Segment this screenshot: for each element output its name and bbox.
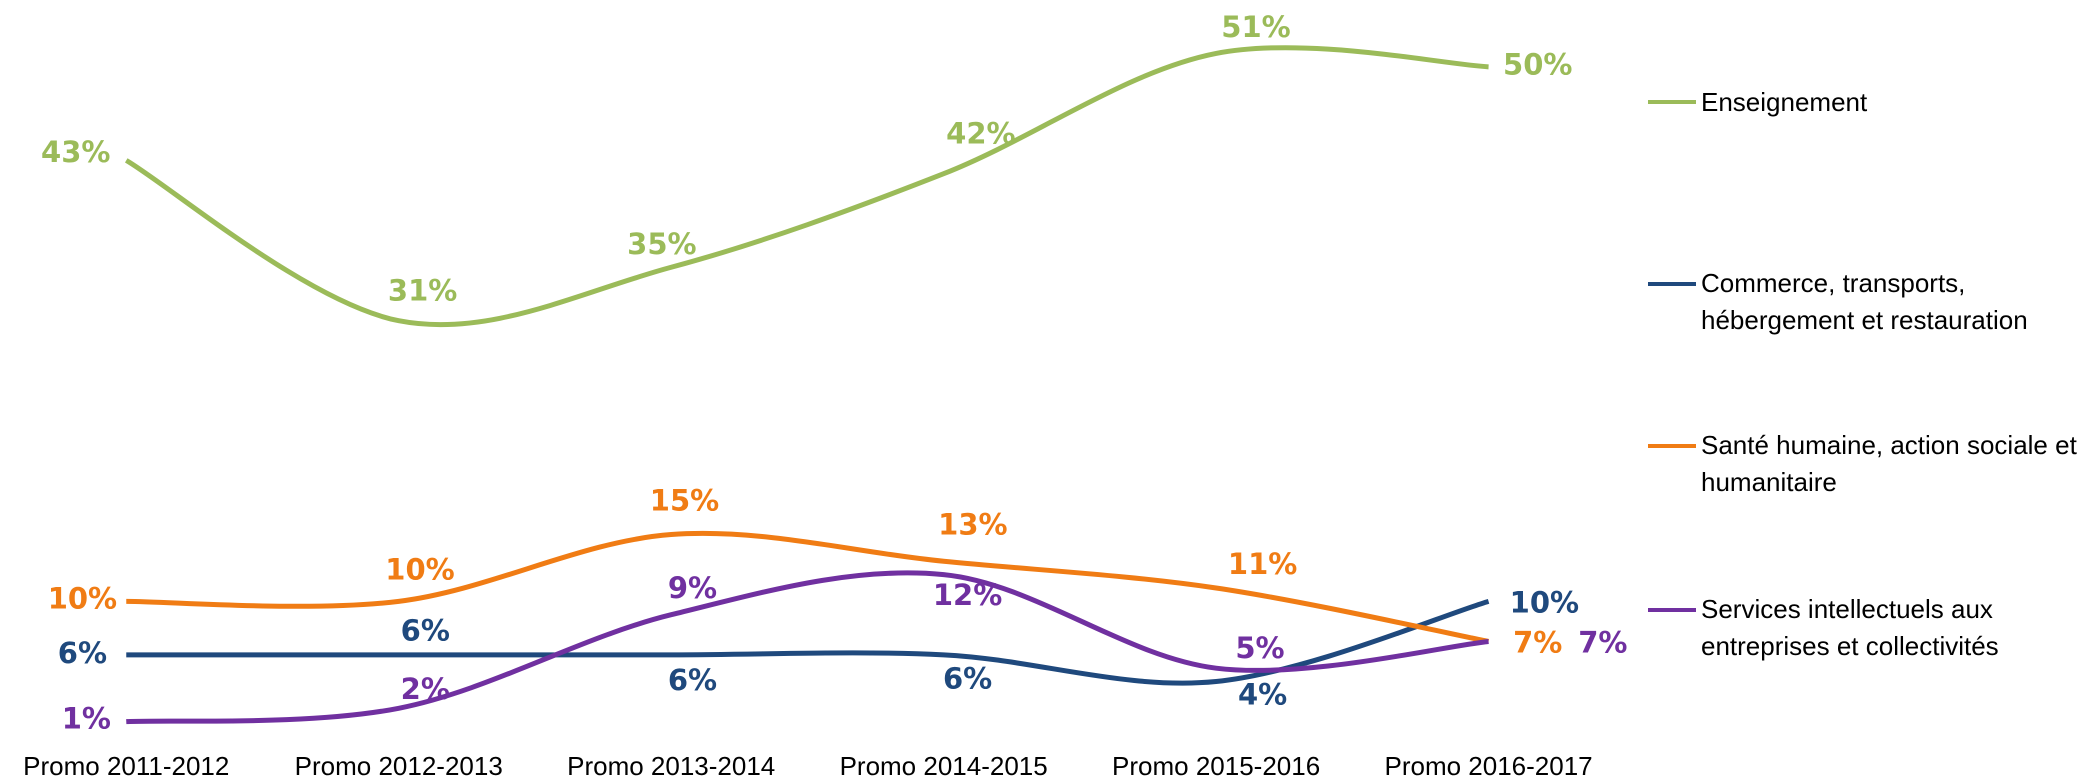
data-label: 10% [385,553,454,587]
data-label: 12% [933,578,1002,612]
legend-swatch [1648,608,1696,612]
legend-label: Services intellectuels aux entreprises e… [1701,594,1999,661]
series-line [124,45,1489,328]
x-tick-label: Promo 2011-2012 [23,751,229,781]
series-line [126,570,1489,725]
data-label: 1% [62,701,111,735]
series-line [126,530,1490,644]
data-label: 6% [668,663,717,697]
data-label: 42% [946,117,1015,151]
data-label: 4% [1238,677,1287,711]
x-tick-label: Promo 2016-2017 [1385,751,1593,781]
data-label: 7% [1578,626,1627,660]
data-label: 13% [938,507,1007,541]
legend-swatch [1648,100,1696,104]
x-tick-label: Promo 2013-2014 [567,751,775,781]
data-label: 5% [1235,631,1284,665]
legend-label: Commerce, transports, hébergement et res… [1701,268,2028,335]
data-label: 51% [1221,10,1290,44]
data-label: 15% [650,483,719,517]
data-label: 10% [1510,586,1579,620]
legend-swatch [1648,444,1696,448]
series-line [126,598,1490,686]
data-label: 6% [58,636,107,670]
data-label: 7% [1513,626,1562,660]
data-label: 11% [1228,547,1297,581]
legend-label: Santé humaine, action sociale et humanit… [1701,430,2077,497]
data-label: 31% [388,273,457,307]
data-label: 50% [1503,47,1572,81]
data-label: 9% [668,571,717,605]
data-label: 6% [401,614,450,648]
x-tick-label: Promo 2014-2015 [840,751,1048,781]
data-label: 35% [627,227,696,261]
data-label: 2% [401,672,450,706]
legend-swatch [1648,282,1696,286]
data-label: 6% [943,661,992,695]
x-tick-label: Promo 2012-2013 [295,751,503,781]
data-label: 10% [48,582,117,616]
x-tick-label: Promo 2015-2016 [1112,751,1320,781]
data-label: 43% [41,135,110,169]
legend-label: Enseignement [1701,86,1868,117]
chart: Promo 2011-2012 Promo 2012-2013 Promo 2013… [23,10,1627,781]
